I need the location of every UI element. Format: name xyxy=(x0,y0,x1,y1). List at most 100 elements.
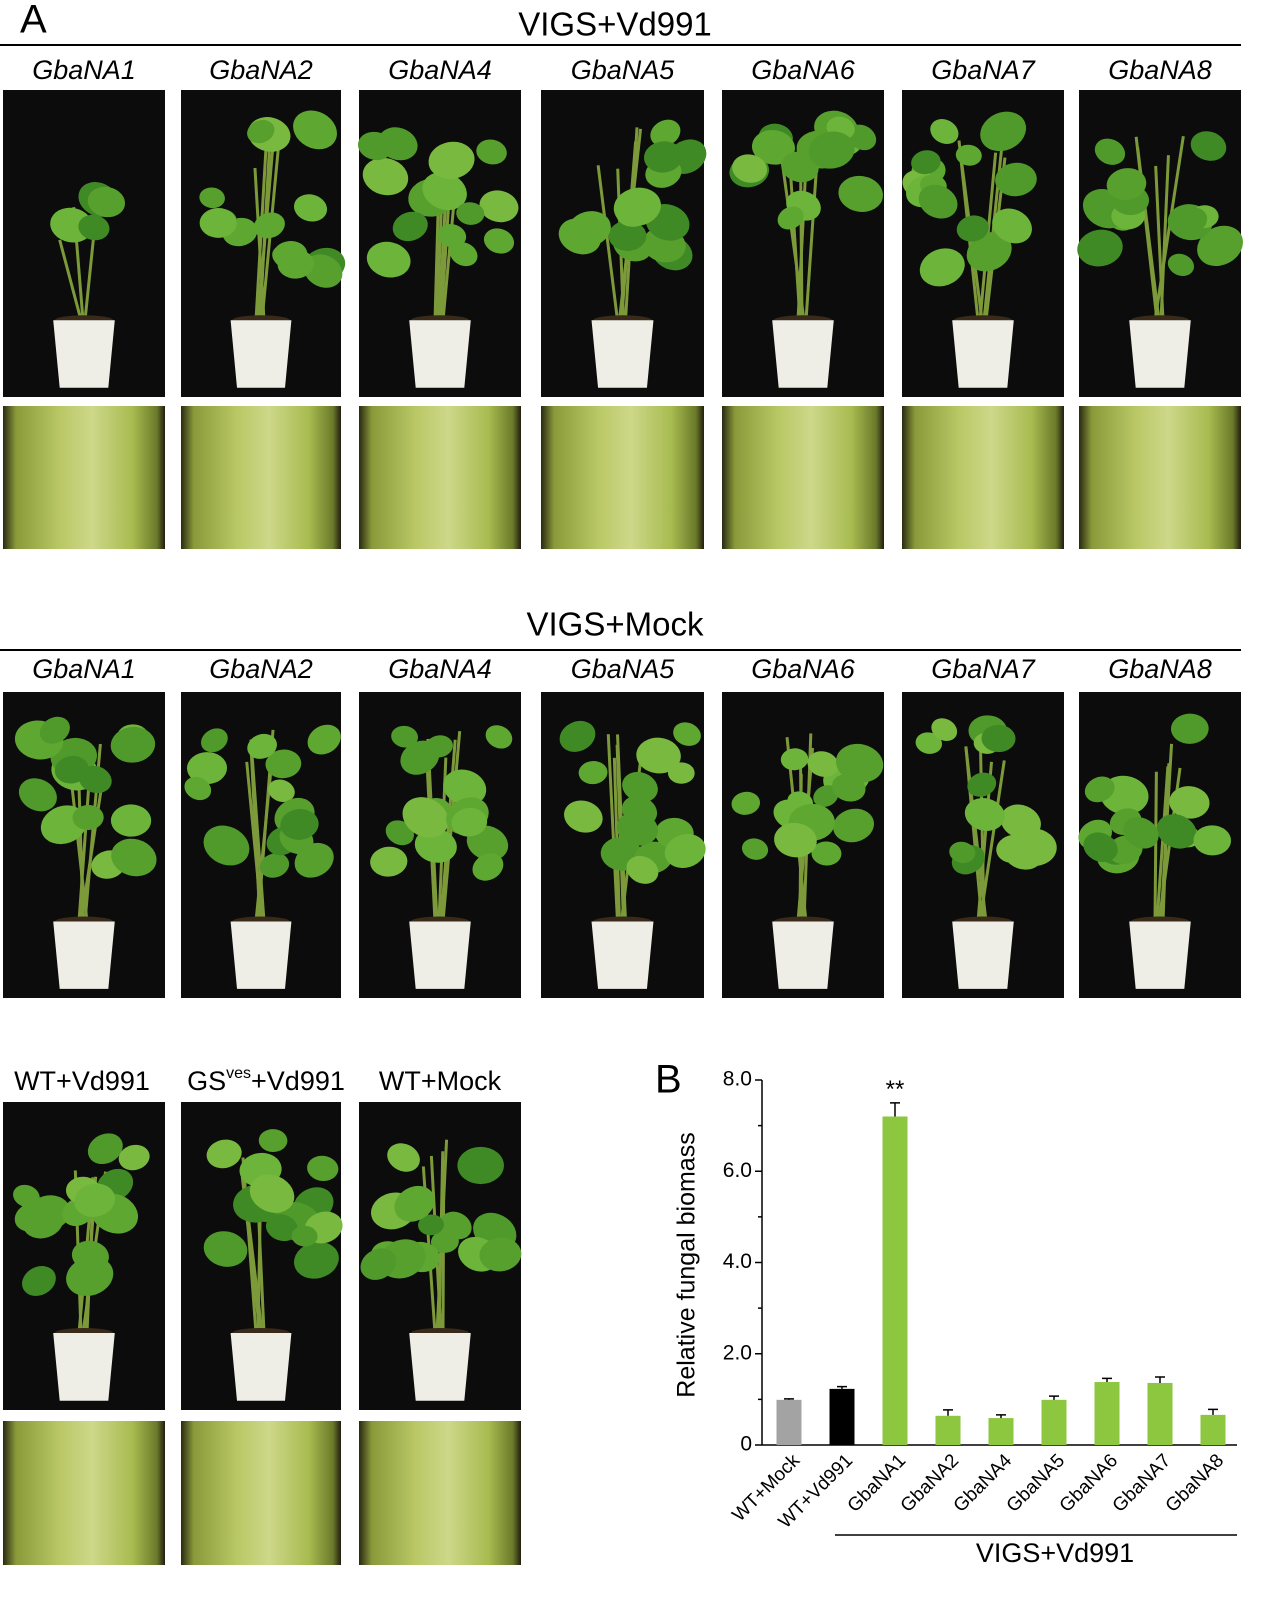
leaf xyxy=(621,795,658,826)
x-tick-label: GbaNA6 xyxy=(1056,1450,1122,1516)
plant-photo xyxy=(358,90,521,397)
leaf xyxy=(833,808,875,843)
y-axis-title: Relative fungal biomass xyxy=(673,1132,701,1397)
leaf xyxy=(293,194,328,222)
leaf xyxy=(626,855,659,884)
leaf xyxy=(966,231,1012,272)
leaf xyxy=(370,846,408,877)
column-label: GbaNA8 xyxy=(1108,55,1212,85)
x-tick-label: GbaNA5 xyxy=(1003,1450,1069,1516)
leaf xyxy=(391,725,419,748)
leaf xyxy=(307,1155,339,1182)
label-part: GS xyxy=(187,1066,226,1096)
leaf xyxy=(428,141,475,180)
y-tick-label: 2.0 xyxy=(723,1341,752,1364)
leaf xyxy=(277,249,314,279)
leaf xyxy=(259,853,290,878)
leaf xyxy=(964,798,1005,831)
leaf xyxy=(71,1240,109,1271)
leaf xyxy=(615,193,656,227)
plant-stem xyxy=(1153,771,1158,922)
leaf xyxy=(780,748,809,771)
leaf xyxy=(981,724,1016,753)
stem-section-photo xyxy=(181,406,341,549)
leaf xyxy=(807,751,839,777)
plant-stem xyxy=(964,747,988,922)
bar xyxy=(935,1415,961,1445)
leaf xyxy=(643,141,683,173)
column-label: GbaNA1 xyxy=(32,55,136,85)
leaf xyxy=(78,765,112,794)
leaf xyxy=(1156,814,1197,849)
leaf xyxy=(74,1183,116,1217)
plant-photo xyxy=(3,692,165,998)
significance-mark: ** xyxy=(886,1076,905,1103)
error-bar xyxy=(996,1414,1006,1419)
pot xyxy=(952,921,1014,989)
y-tick-label: 6.0 xyxy=(723,1159,752,1182)
leaf xyxy=(418,1214,444,1236)
leaf xyxy=(366,241,411,278)
column-label: GbaNA7 xyxy=(931,55,1036,85)
pot xyxy=(1129,320,1191,388)
pot xyxy=(53,1333,115,1401)
plant-photo xyxy=(181,90,346,397)
leaf xyxy=(1084,776,1115,803)
plant-photo xyxy=(359,1102,522,1410)
leaf xyxy=(118,1144,150,1171)
stem-section-photo xyxy=(3,406,165,549)
leaf xyxy=(206,1139,242,1169)
leaf xyxy=(622,771,658,803)
leaf xyxy=(479,1237,522,1272)
leaf xyxy=(1167,253,1194,276)
bar xyxy=(1147,1382,1173,1445)
leaf xyxy=(253,212,285,239)
stem-section-photo xyxy=(902,406,1064,549)
leaf xyxy=(199,187,225,209)
section-title: VIGS+Vd991 xyxy=(518,6,712,43)
label-part: +Vd991 xyxy=(251,1066,345,1096)
leaf xyxy=(294,1241,339,1279)
leaf xyxy=(265,749,302,779)
leaf xyxy=(911,150,941,175)
leaf xyxy=(362,157,409,196)
plant-photo xyxy=(541,90,707,397)
leaf xyxy=(931,718,958,742)
leaf xyxy=(1169,786,1210,819)
stem-section-photo xyxy=(359,406,521,549)
leaf xyxy=(1106,168,1147,201)
leaf xyxy=(437,224,467,248)
leaf xyxy=(360,1248,397,1280)
leaf xyxy=(567,211,611,247)
leaf xyxy=(980,111,1027,152)
leaf xyxy=(667,762,695,784)
leaf xyxy=(1190,131,1227,161)
leaf xyxy=(483,228,515,254)
stem-section-photo xyxy=(3,1421,165,1565)
pot xyxy=(772,921,834,989)
leaf xyxy=(201,728,228,753)
plant-stem xyxy=(779,152,806,321)
column-label: GbaNA2 xyxy=(209,55,313,85)
column-label: WT+Vd991 xyxy=(14,1066,150,1096)
leaf xyxy=(400,740,440,775)
pot xyxy=(591,320,654,388)
column-label: GbaNA4 xyxy=(388,55,492,85)
leaf xyxy=(813,785,839,807)
leaf xyxy=(247,733,277,759)
leaf xyxy=(451,807,488,837)
stem-section-photo xyxy=(722,406,884,549)
stem-section-photo xyxy=(359,1421,521,1565)
leaf xyxy=(664,833,706,869)
bar xyxy=(1041,1399,1067,1445)
leaf xyxy=(265,1214,299,1242)
leaf xyxy=(203,825,250,866)
leaf xyxy=(186,752,228,785)
leaf xyxy=(967,772,997,797)
leaf xyxy=(258,1129,288,1153)
leaf xyxy=(280,809,319,840)
leaf xyxy=(1083,832,1118,863)
pot xyxy=(230,320,292,388)
column-label: GbaNA4 xyxy=(388,654,492,684)
